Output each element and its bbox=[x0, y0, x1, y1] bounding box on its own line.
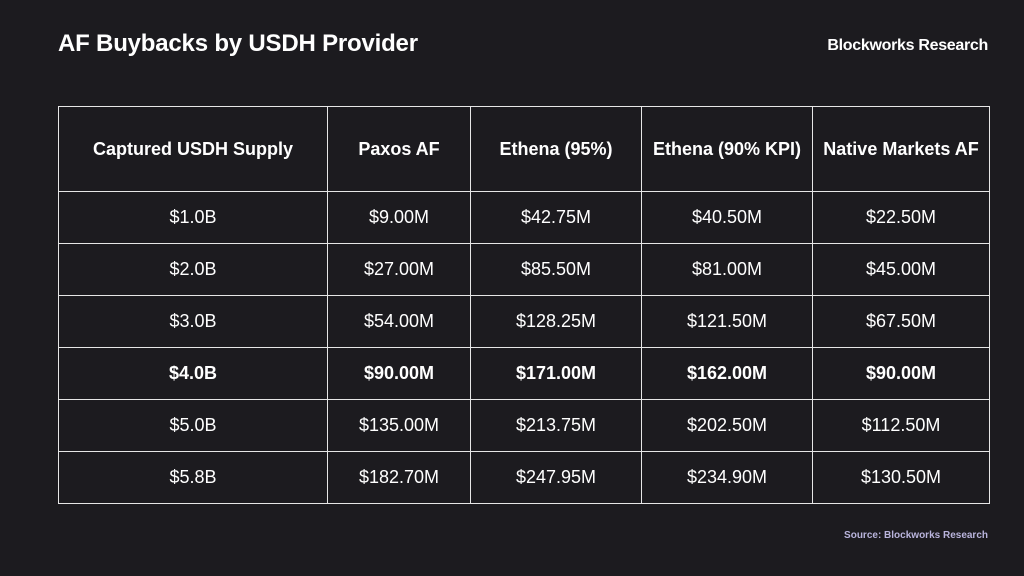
table-cell: $90.00M bbox=[327, 347, 471, 400]
column-header: Paxos AF bbox=[327, 106, 471, 192]
table-cell: $54.00M bbox=[327, 295, 471, 348]
column-header: Native Markets AF bbox=[812, 106, 990, 192]
table-cell: $112.50M bbox=[812, 399, 990, 452]
table-cell: $45.00M bbox=[812, 243, 990, 296]
table-cell: $1.0B bbox=[58, 191, 328, 244]
column-header: Ethena (95%) bbox=[470, 106, 642, 192]
table-cell: $85.50M bbox=[470, 243, 642, 296]
table-cell: $247.95M bbox=[470, 451, 642, 504]
brand-logo-text: Blockworks Research bbox=[827, 37, 988, 54]
table-cell: $5.0B bbox=[58, 399, 328, 452]
table-cell: $162.00M bbox=[641, 347, 813, 400]
table-cell: $3.0B bbox=[58, 295, 328, 348]
table-cell: $9.00M bbox=[327, 191, 471, 244]
table-cell: $67.50M bbox=[812, 295, 990, 348]
table-cell: $4.0B bbox=[58, 347, 328, 400]
table-row: $2.0B $27.00M $85.50M $81.00M $45.00M bbox=[58, 243, 990, 296]
table-cell: $22.50M bbox=[812, 191, 990, 244]
column-header: Ethena (90% KPI) bbox=[641, 106, 813, 192]
table-row: $5.8B $182.70M $247.95M $234.90M $130.50… bbox=[58, 451, 990, 504]
source-note: Source: Blockworks Research bbox=[844, 530, 988, 541]
table-row: $3.0B $54.00M $128.25M $121.50M $67.50M bbox=[58, 295, 990, 348]
buybacks-table: Captured USDH Supply Paxos AF Ethena (95… bbox=[58, 106, 990, 504]
table-cell: $182.70M bbox=[327, 451, 471, 504]
table-cell: $5.8B bbox=[58, 451, 328, 504]
table-cell: $234.90M bbox=[641, 451, 813, 504]
chart-title: AF Buybacks by USDH Provider bbox=[58, 30, 418, 57]
table-cell: $121.50M bbox=[641, 295, 813, 348]
table-cell: $171.00M bbox=[470, 347, 642, 400]
table-cell: $81.00M bbox=[641, 243, 813, 296]
table-row-highlighted: $4.0B $90.00M $171.00M $162.00M $90.00M bbox=[58, 347, 990, 400]
table-cell: $202.50M bbox=[641, 399, 813, 452]
table-cell: $130.50M bbox=[812, 451, 990, 504]
table-row: $5.0B $135.00M $213.75M $202.50M $112.50… bbox=[58, 399, 990, 452]
table-header-row: Captured USDH Supply Paxos AF Ethena (95… bbox=[58, 106, 990, 192]
table-cell: $42.75M bbox=[470, 191, 642, 244]
column-header: Captured USDH Supply bbox=[58, 106, 328, 192]
table-row: $1.0B $9.00M $42.75M $40.50M $22.50M bbox=[58, 191, 990, 244]
table-cell: $213.75M bbox=[470, 399, 642, 452]
table-cell: $90.00M bbox=[812, 347, 990, 400]
table-cell: $2.0B bbox=[58, 243, 328, 296]
table-cell: $27.00M bbox=[327, 243, 471, 296]
table-cell: $135.00M bbox=[327, 399, 471, 452]
table-cell: $40.50M bbox=[641, 191, 813, 244]
table-cell: $128.25M bbox=[470, 295, 642, 348]
